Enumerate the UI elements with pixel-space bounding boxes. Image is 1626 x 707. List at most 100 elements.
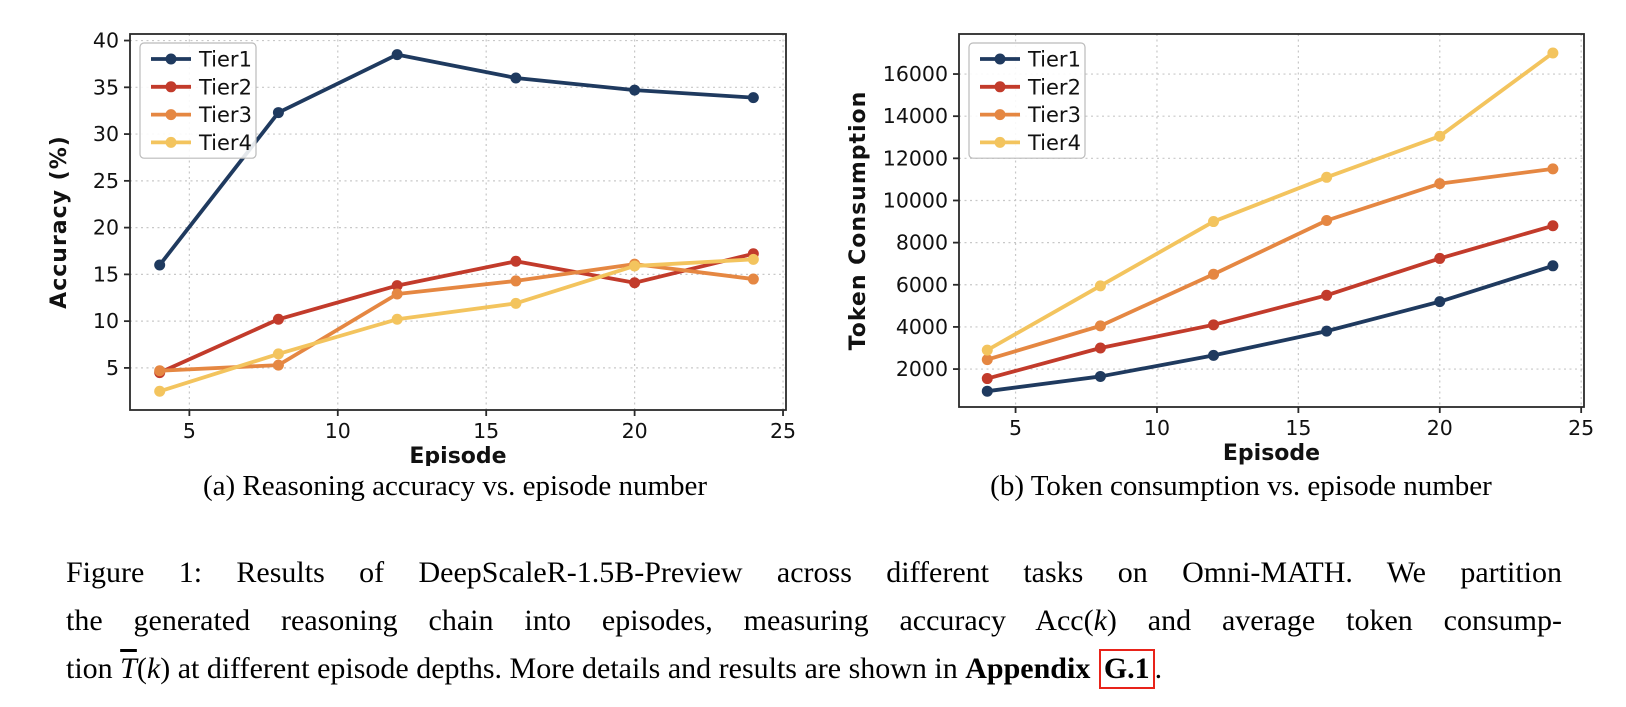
y-tick-label: 16000 — [883, 62, 948, 86]
data-point — [272, 107, 284, 119]
data-point — [510, 297, 522, 309]
y-tick-label: 15 — [93, 262, 119, 286]
caption-text-segment: at different episode depths. More detail… — [170, 652, 966, 685]
series-Tier2 — [981, 220, 1559, 385]
data-point — [1094, 280, 1106, 292]
caption-text-segment: k — [146, 652, 161, 685]
legend-marker — [994, 109, 1006, 121]
appendix-ref-link[interactable]: G.1 — [1098, 649, 1155, 689]
data-point — [154, 385, 166, 397]
caption-text-segment: T — [120, 652, 137, 685]
figure-caption: Figure 1: Results of DeepScaleR-1.5B-Pre… — [66, 549, 1562, 693]
legend-label: Tier3 — [198, 103, 252, 127]
data-point — [391, 288, 403, 300]
legend-marker — [165, 109, 177, 121]
caption-text-segment: tion — [66, 652, 121, 685]
data-point — [391, 280, 403, 292]
data-point — [510, 255, 522, 267]
plot-border — [129, 33, 787, 411]
axis-ticks: 5 10 15 20 25 5 10 15 20 25 30 35 40 — [93, 29, 796, 443]
data-point — [1094, 370, 1106, 382]
data-point — [1434, 178, 1446, 190]
token-consumption-chart: 5 10 15 20 25 2000 4000 6000 8000 10000 12000 14000… — [820, 0, 1626, 470]
data-point — [629, 84, 641, 96]
series-group — [154, 49, 759, 397]
x-tick-label: 15 — [473, 419, 499, 443]
figure-caption-line-1: Figure 1: Results of DeepScaleR-1.5B-Pre… — [66, 549, 1562, 597]
data-point — [1547, 220, 1559, 232]
y-tick-label: 20 — [93, 216, 119, 240]
data-point — [981, 354, 993, 366]
x-tick-label: 5 — [1009, 416, 1022, 440]
data-point — [981, 373, 993, 385]
y-axis-label: Accuracy (%) — [47, 135, 72, 309]
y-tick-label: 12000 — [883, 146, 948, 170]
legend-label: Tier1 — [198, 48, 252, 72]
legend-marker — [994, 81, 1006, 93]
caption-text-segment: ) — [160, 652, 171, 685]
data-point — [272, 348, 284, 360]
data-point — [1434, 252, 1446, 264]
y-tick-label: 8000 — [896, 231, 948, 255]
y-tick-label: 40 — [93, 29, 119, 53]
series-Tier3 — [981, 163, 1559, 366]
legend-label: Tier2 — [198, 75, 252, 99]
x-tick-label: 25 — [1568, 416, 1594, 440]
x-tick-label: 25 — [770, 419, 796, 443]
figure-caption-line-2: the generated reasoning chain into episo… — [66, 597, 1562, 645]
series-group — [981, 47, 1559, 397]
y-axis-label: Token Consumption — [846, 91, 871, 351]
series-Tier1 — [981, 260, 1559, 397]
data-point — [1094, 342, 1106, 354]
data-point — [154, 259, 166, 271]
data-point — [391, 49, 403, 61]
y-tick-label: 2000 — [896, 357, 948, 381]
axis-ticks: 5 10 15 20 25 2000 4000 6000 8000 10000 12000 14000… — [883, 62, 1594, 440]
series-Tier4 — [154, 253, 759, 397]
caption-text-segment: k — [1093, 604, 1107, 637]
caption-text-segment: Acc( — [1035, 604, 1094, 637]
y-tick-label: 10 — [93, 309, 119, 333]
caption-text-segment: ( — [136, 652, 147, 685]
legend-marker — [165, 136, 177, 148]
caption-text-segment: the generated reasoning chain into episo… — [66, 604, 1036, 637]
x-tick-label: 20 — [622, 419, 648, 443]
y-tick-label: 10000 — [883, 188, 948, 212]
x-axis-label: Episode — [1223, 441, 1320, 466]
data-point — [1434, 130, 1446, 142]
data-point — [629, 260, 641, 272]
caption-text-segment: Figure 1: Results of DeepScaleR-1.5B-Pre… — [66, 556, 1562, 589]
data-point — [510, 72, 522, 84]
legend-marker — [994, 136, 1006, 148]
data-point — [747, 273, 759, 285]
x-tick-label: 5 — [183, 419, 196, 443]
x-tick-label: 10 — [1144, 416, 1170, 440]
data-point — [981, 385, 993, 397]
data-point — [1208, 268, 1220, 280]
data-point — [1208, 216, 1220, 228]
legend-marker — [994, 53, 1006, 65]
accuracy-chart: 5 10 15 20 25 5 10 15 20 25 30 35 40 Tier1 Tier2 Tier3 T… — [0, 0, 826, 470]
y-tick-label: 14000 — [883, 104, 948, 128]
data-point — [747, 253, 759, 265]
legend-label: Tier1 — [1027, 48, 1081, 72]
legend-label: Tier3 — [1027, 103, 1081, 127]
subcaption-a: (a) Reasoning accuracy vs. episode numbe… — [202, 470, 708, 502]
y-tick-label: 5 — [106, 356, 119, 380]
data-point — [1208, 349, 1220, 361]
caption-text-segment: . — [1154, 652, 1163, 685]
y-tick-label: 30 — [93, 122, 119, 146]
data-point — [1434, 296, 1446, 308]
subcaption-b: (b) Token consumption vs. episode number — [990, 470, 1492, 502]
token-consumption-chart-svg: 5 10 15 20 25 2000 4000 6000 8000 10000 12000 14000… — [846, 33, 1594, 466]
legend: Tier1 Tier2 Tier3 Tier4 — [968, 42, 1086, 159]
y-tick-label: 6000 — [896, 273, 948, 297]
data-point — [154, 365, 166, 377]
data-point — [1094, 320, 1106, 332]
data-point — [1321, 325, 1333, 337]
x-tick-label: 20 — [1427, 416, 1453, 440]
series-Tier4 — [981, 47, 1559, 356]
data-point — [1321, 289, 1333, 301]
data-point — [1547, 260, 1559, 272]
